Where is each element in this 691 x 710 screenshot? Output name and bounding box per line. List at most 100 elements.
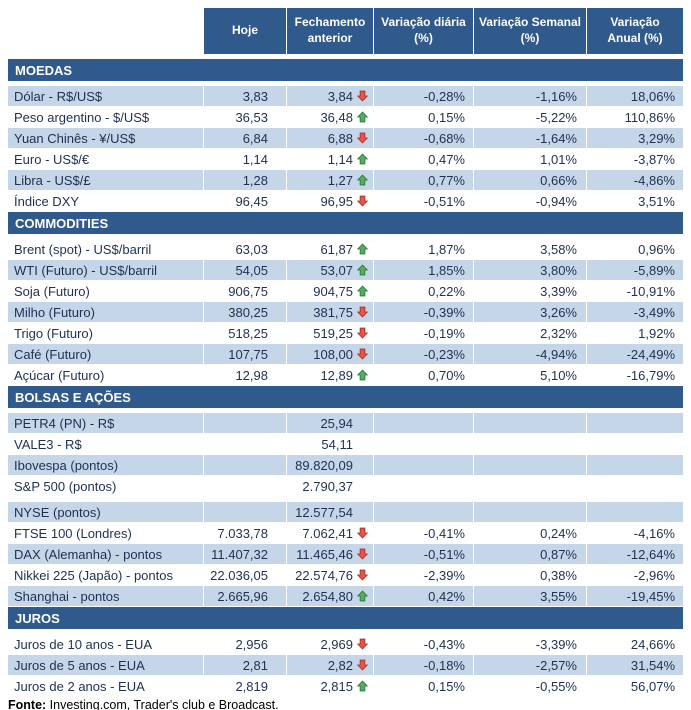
fechamento-value: 381,75 xyxy=(313,304,353,320)
corner-cell xyxy=(8,8,203,54)
fechamento-cell: 2.654,80 xyxy=(287,586,373,606)
variacao-diaria-cell: -0,51% xyxy=(374,544,473,564)
hoje-cell: 1,14 xyxy=(204,149,286,169)
fechamento-value: 2,82 xyxy=(327,657,353,673)
variacao-diaria-cell: -0,41% xyxy=(374,523,473,543)
row-label: Índice DXY xyxy=(8,191,203,211)
table-row: Milho (Futuro) 380,25 381,75 -0,39% 3,26% -3,… xyxy=(8,302,683,322)
hoje-cell: 22.036,05 xyxy=(204,565,286,585)
table-row: Trigo (Futuro) 518,25 519,25 -0,19% 2,32% 1,9… xyxy=(8,323,683,343)
variacao-anual-cell: -19,45% xyxy=(587,586,683,606)
section-rows: PETR4 (PN) - R$ 25,94 VALE3 - R$ 54,11 Ibove… xyxy=(8,413,683,606)
variacao-diaria-cell: 0,15% xyxy=(374,676,473,696)
trend-arrow-slot xyxy=(353,285,371,297)
fechamento-cell: 3,84 xyxy=(287,86,373,106)
variacao-anual-cell: -24,49% xyxy=(587,344,683,364)
row-label: Shanghai - pontos xyxy=(8,586,203,606)
down-arrow-icon xyxy=(356,306,368,318)
variacao-diaria-cell: 0,15% xyxy=(374,107,473,127)
section-1: COMMODITIES Brent (spot) - US$/barril 63,0… xyxy=(8,212,683,385)
variacao-diaria-cell: 0,22% xyxy=(374,281,473,301)
row-label: FTSE 100 (Londres) xyxy=(8,523,203,543)
table-row: Café (Futuro) 107,75 108,00 -0,23% -4,94% -24… xyxy=(8,344,683,364)
variacao-semanal-cell xyxy=(474,413,586,433)
up-arrow-icon xyxy=(356,590,368,602)
table-row: FTSE 100 (Londres) 7.033,78 7.062,41 -0,41%… xyxy=(8,523,683,543)
hoje-cell: 96,45 xyxy=(204,191,286,211)
row-label: Açúcar (Futuro) xyxy=(8,365,203,385)
variacao-semanal-cell xyxy=(474,434,586,454)
variacao-semanal-cell: 0,24% xyxy=(474,523,586,543)
fechamento-value: 54,11 xyxy=(321,436,353,452)
fechamento-value: 25,94 xyxy=(320,415,353,431)
table-row: Juros de 10 anos - EUA 2,956 2,969 -0,43% -3… xyxy=(8,634,683,654)
trend-arrow-slot xyxy=(353,327,371,339)
fechamento-cell: 519,25 xyxy=(287,323,373,343)
table-row: Euro - US$/€ 1,14 1,14 0,47% 1,01% -3,87% xyxy=(8,149,683,169)
column-header-2: Fechamento anterior xyxy=(287,8,373,54)
trend-arrow-slot xyxy=(353,111,371,123)
trend-arrow-slot xyxy=(353,174,371,186)
market-data-table: Hoje Fechamento anterior Variação diária (%)… xyxy=(8,8,683,696)
section-header: JUROS xyxy=(8,607,683,629)
fechamento-value: 36,48 xyxy=(320,109,353,125)
section-rows: Dólar - R$/US$ 3,83 3,84 -0,28% -1,16% 18,06%… xyxy=(8,86,683,211)
trend-arrow-slot xyxy=(353,348,371,360)
hoje-cell: 54,05 xyxy=(204,260,286,280)
fechamento-value: 6,88 xyxy=(327,130,353,146)
hoje-cell: 7.033,78 xyxy=(204,523,286,543)
variacao-anual-cell: -12,64% xyxy=(587,544,683,564)
variacao-anual-cell xyxy=(587,502,683,522)
variacao-anual-cell: 24,66% xyxy=(587,634,683,654)
row-label: Libra - US$/£ xyxy=(8,170,203,190)
table-row: VALE3 - R$ 54,11 xyxy=(8,434,683,454)
column-header-4: Variação Semanal (%) xyxy=(474,8,586,54)
variacao-anual-cell: 110,86% xyxy=(587,107,683,127)
row-label: Café (Futuro) xyxy=(8,344,203,364)
variacao-diaria-cell: 0,70% xyxy=(374,365,473,385)
fechamento-value: 96,95 xyxy=(320,193,353,209)
variacao-semanal-cell: -3,39% xyxy=(474,634,586,654)
row-label: Brent (spot) - US$/barril xyxy=(8,239,203,259)
hoje-cell: 1,28 xyxy=(204,170,286,190)
hoje-cell: 906,75 xyxy=(204,281,286,301)
up-arrow-icon xyxy=(356,285,368,297)
down-arrow-icon xyxy=(356,638,368,650)
fechamento-cell: 12.577,54 xyxy=(287,502,373,522)
row-label: Trigo (Futuro) xyxy=(8,323,203,343)
variacao-semanal-cell: -1,16% xyxy=(474,86,586,106)
fechamento-value: 2,969 xyxy=(320,636,353,652)
fechamento-value: 89.820,09 xyxy=(295,457,353,473)
variacao-diaria-cell: 1,85% xyxy=(374,260,473,280)
fechamento-cell: 2,82 xyxy=(287,655,373,675)
hoje-cell xyxy=(204,476,286,496)
variacao-semanal-cell: -2,57% xyxy=(474,655,586,675)
table-row: Shanghai - pontos 2.665,96 2.654,80 0,42% 3,… xyxy=(8,586,683,606)
hoje-cell: 12,98 xyxy=(204,365,286,385)
fechamento-cell: 2.790,37 xyxy=(287,476,373,496)
hoje-cell: 380,25 xyxy=(204,302,286,322)
trend-arrow-slot xyxy=(353,264,371,276)
variacao-semanal-cell: -1,64% xyxy=(474,128,586,148)
variacao-semanal-cell: 3,26% xyxy=(474,302,586,322)
table-row: Soja (Futuro) 906,75 904,75 0,22% 3,39% -10,9… xyxy=(8,281,683,301)
down-arrow-icon xyxy=(356,348,368,360)
variacao-anual-cell: -5,89% xyxy=(587,260,683,280)
trend-arrow-slot xyxy=(353,680,371,692)
row-label: Nikkei 225 (Japão) - pontos xyxy=(8,565,203,585)
variacao-diaria-cell xyxy=(374,476,473,496)
table-row: Yuan Chinês - ¥/US$ 6,84 6,88 -0,68% -1,64% 3… xyxy=(8,128,683,148)
trend-arrow-slot xyxy=(353,306,371,318)
trend-arrow-slot xyxy=(353,659,371,671)
source-text: Investing.com, Trader's club e Broadcast… xyxy=(46,698,279,710)
up-arrow-icon xyxy=(356,369,368,381)
row-label: Juros de 5 anos - EUA xyxy=(8,655,203,675)
variacao-anual-cell: -4,16% xyxy=(587,523,683,543)
variacao-anual-cell: 3,29% xyxy=(587,128,683,148)
fechamento-cell: 11.465,46 xyxy=(287,544,373,564)
trend-arrow-slot xyxy=(353,243,371,255)
variacao-semanal-cell: 3,55% xyxy=(474,586,586,606)
column-header-3: Variação diária (%) xyxy=(374,8,473,54)
hoje-cell: 2,81 xyxy=(204,655,286,675)
